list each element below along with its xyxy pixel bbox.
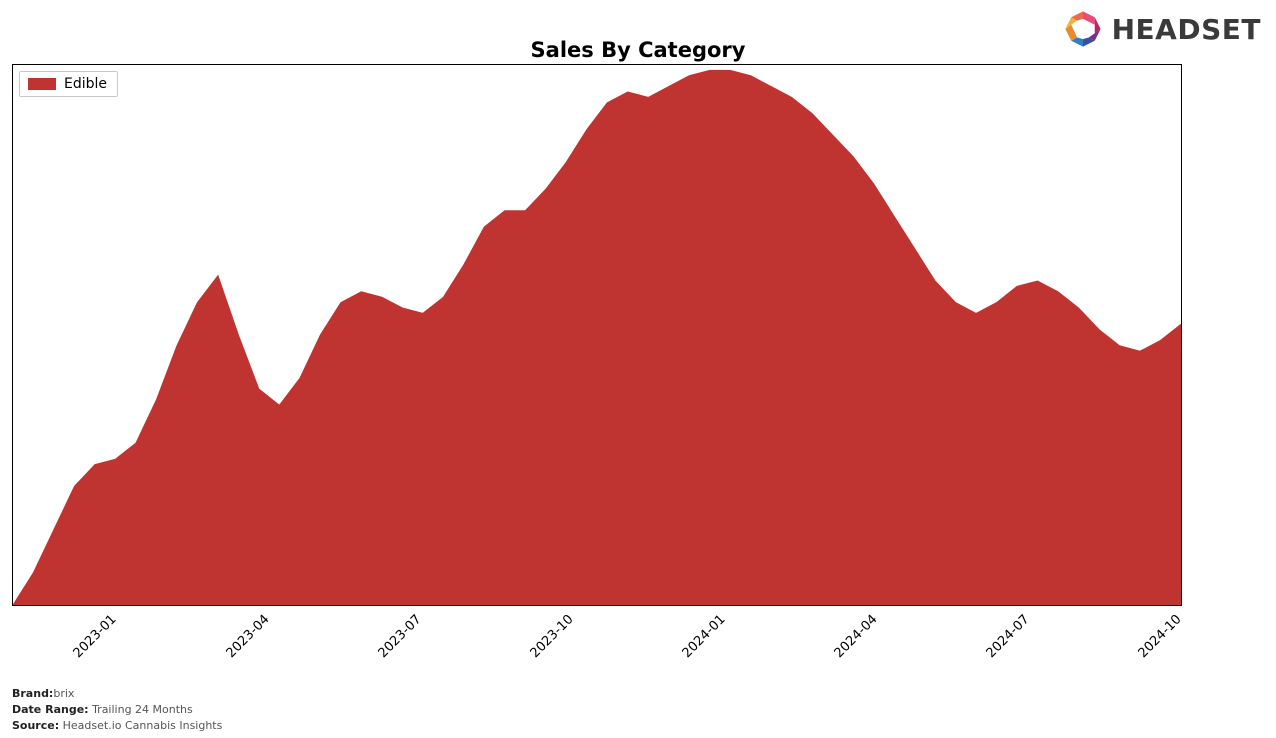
legend: Edible <box>19 71 118 97</box>
headset-logo: HEADSET <box>1062 8 1261 50</box>
meta-brand-value: brix <box>53 687 74 700</box>
meta-date-label: Date Range: <box>12 703 89 716</box>
xtick-label: 2024-01 <box>679 612 728 661</box>
legend-label-edible: Edible <box>64 76 107 92</box>
xtick-label: 2023-10 <box>527 612 576 661</box>
legend-swatch-edible <box>28 78 56 90</box>
xtick-label: 2024-10 <box>1136 612 1185 661</box>
xtick-label: 2024-07 <box>984 612 1033 661</box>
area-series-edible <box>13 70 1181 605</box>
chart-metadata: Brand:brix Date Range: Trailing 24 Month… <box>12 686 222 734</box>
meta-source-row: Source: Headset.io Cannabis Insights <box>12 718 222 734</box>
xtick-label: 2023-04 <box>223 612 272 661</box>
headset-logo-text: HEADSET <box>1112 13 1261 46</box>
xtick-label: 2023-01 <box>71 612 120 661</box>
meta-brand-row: Brand:brix <box>12 686 222 702</box>
headset-logo-icon <box>1062 8 1104 50</box>
meta-date-row: Date Range: Trailing 24 Months <box>12 702 222 718</box>
plot-area: Edible <box>12 64 1182 606</box>
meta-brand-label: Brand: <box>12 687 53 700</box>
area-chart <box>13 65 1181 605</box>
meta-source-label: Source: <box>12 719 59 732</box>
meta-date-value: Trailing 24 Months <box>92 703 193 716</box>
xtick-label: 2023-07 <box>375 612 424 661</box>
meta-source-value: Headset.io Cannabis Insights <box>63 719 223 732</box>
xtick-label: 2024-04 <box>832 612 881 661</box>
